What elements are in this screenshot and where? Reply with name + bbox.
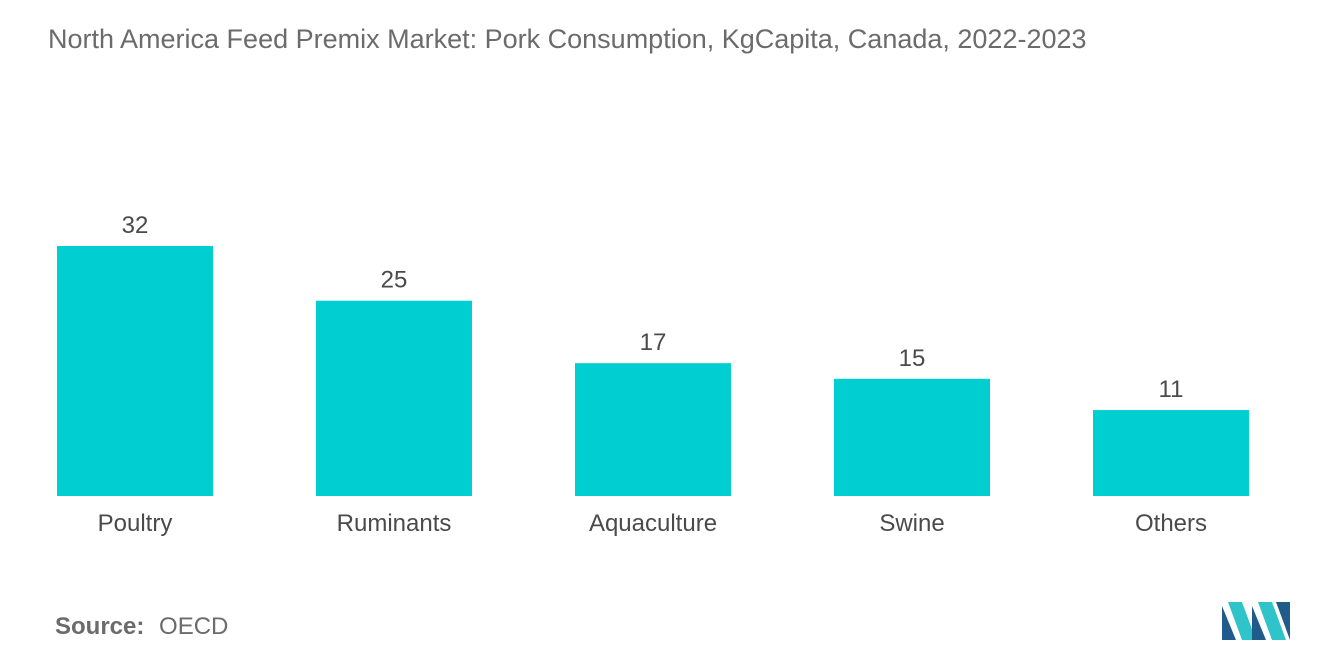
category-label-others: Others [1135, 510, 1207, 537]
category-label-aquaculture: Aquaculture [589, 510, 717, 537]
bar-swine [834, 378, 990, 496]
data-label-swine: 15 [899, 345, 926, 372]
data-label-ruminants: 25 [381, 267, 408, 294]
category-label-swine: Swine [879, 510, 944, 537]
bar-aquaculture [575, 363, 731, 496]
data-label-aquaculture: 17 [640, 329, 667, 356]
category-label-poultry: Poultry [98, 510, 173, 537]
bar-chart: 32 Poultry 25 Ruminants 17 Aquaculture 15 Swine… [57, 212, 1249, 537]
chart-title: North America Feed Premix Market: Pork C… [48, 24, 1087, 54]
data-label-poultry: 32 [122, 212, 149, 239]
mordor-intelligence-logo-icon [1222, 602, 1290, 640]
source-label: Source: [55, 613, 145, 640]
data-label-others: 11 [1159, 376, 1184, 403]
bar-others [1093, 410, 1249, 496]
bar-ruminants [316, 300, 472, 496]
source-note: Source: OECD [55, 613, 228, 641]
source-value: OECD [159, 613, 229, 640]
category-label-ruminants: Ruminants [337, 510, 452, 537]
bar-poultry [57, 246, 213, 496]
